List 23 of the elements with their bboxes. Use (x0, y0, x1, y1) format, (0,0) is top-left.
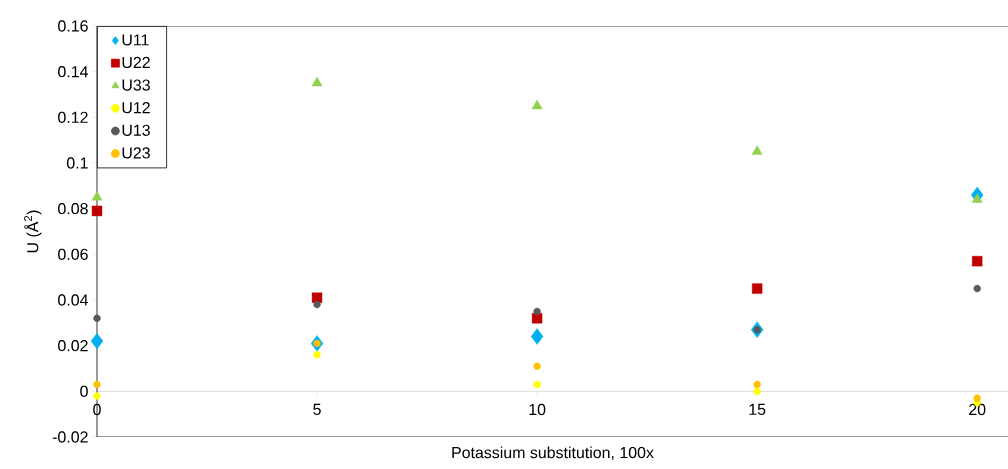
legend-label: U11 (122, 34, 149, 46)
y-tick-label: 0.02 (58, 340, 88, 352)
y-tick-label: 0.14 (58, 66, 88, 78)
y-tick-label: 0.04 (58, 294, 88, 306)
x-tick-label: 0 (93, 403, 101, 416)
x-tick-label: 20 (969, 403, 986, 416)
legend-label: U33 (122, 79, 150, 91)
y-tick-label: 0.16 (58, 20, 88, 32)
x-tick-label: 5 (313, 403, 321, 415)
legend-label: U12 (122, 102, 150, 114)
y-tick-label: 0 (80, 385, 88, 397)
y-tick-label: 0.1 (66, 157, 88, 169)
x-axis-title: Potassium substitution, 100x (452, 446, 654, 461)
y-tick-label: 0.06 (58, 248, 88, 260)
y-tick-label: 0.08 (58, 203, 88, 215)
y-tick-label: 0.12 (58, 111, 88, 123)
x-tick-label: 15 (749, 403, 766, 415)
legend-label: U22 (122, 56, 150, 69)
y-axis-title: U (Å$^{2}$) (24, 210, 42, 253)
y-tick-label: -0.02 (52, 431, 88, 443)
legend-label: U23 (122, 147, 150, 159)
x-tick-label: 10 (529, 403, 546, 416)
legend-label: U13 (122, 124, 150, 136)
